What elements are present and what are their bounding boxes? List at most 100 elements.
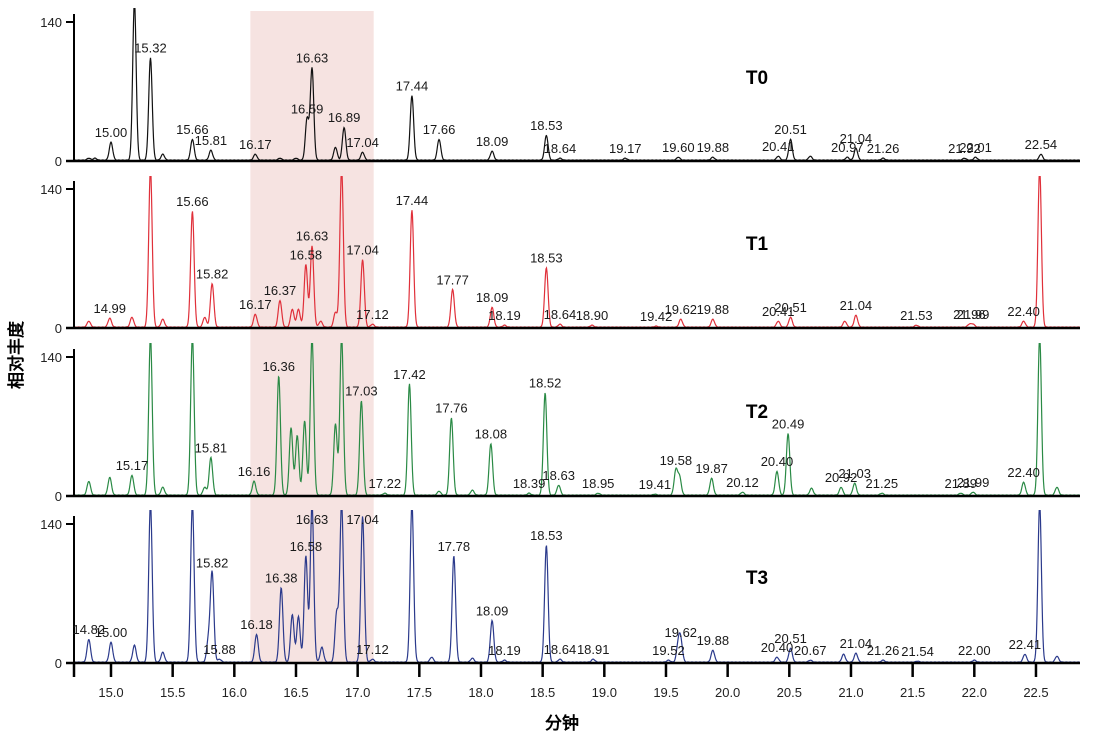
peak-label: 17.44	[396, 78, 429, 93]
peak-label: 19.62	[665, 625, 698, 640]
x-tick-label: 17.0	[345, 685, 370, 700]
peak-label: 15.82	[196, 266, 229, 281]
y-tick-label: 0	[55, 656, 62, 671]
panel-title: T2	[746, 402, 768, 423]
peak-label: 14.82	[73, 622, 106, 637]
peak-label: 18.39	[513, 476, 546, 491]
x-axis-title: 分钟	[545, 713, 579, 733]
peak-label: 16.17	[239, 137, 272, 152]
peak-label: 17.44	[396, 193, 429, 208]
peak-label: 15.82	[196, 556, 229, 571]
peak-label: 17.66	[423, 122, 456, 137]
peak-label: 18.52	[529, 376, 562, 391]
peak-label: 21.04	[840, 636, 873, 651]
peak-label: 18.95	[582, 476, 615, 491]
peak-label: 19.62	[665, 302, 698, 317]
peak-label: 19.41	[639, 477, 672, 492]
peak-label: 17.76	[435, 401, 468, 416]
peak-label: 20.12	[726, 475, 759, 490]
peak-label: 19.88	[697, 633, 730, 648]
peak-label: 18.09	[476, 290, 509, 305]
peak-label: 21.26	[867, 643, 900, 658]
peak-label: 21.04	[840, 298, 873, 313]
x-tick-label: 20.5	[777, 685, 802, 700]
highlight-layer	[250, 11, 374, 663]
x-tick-label: 22.5	[1023, 685, 1048, 700]
peak-label: 15.17	[116, 458, 149, 473]
peak-label: 20.41	[762, 139, 795, 154]
peak-label: 16.37	[264, 283, 297, 298]
peak-label: 16.58	[290, 539, 323, 554]
x-tick-label: 17.5	[407, 685, 432, 700]
peak-label: 16.16	[238, 464, 271, 479]
y-tick-label: 0	[55, 154, 62, 169]
peak-label: 16.63	[296, 229, 329, 244]
peak-label: 15.32	[134, 41, 167, 56]
x-tick-label: 21.5	[900, 685, 925, 700]
peak-label: 14.99	[93, 301, 126, 316]
peak-label: 21.96	[953, 307, 986, 322]
peak-label: 21.92	[948, 141, 981, 156]
peak-label: 18.91	[577, 642, 610, 657]
peak-label: 16.63	[296, 512, 329, 527]
x-tick-label: 20.0	[715, 685, 740, 700]
peak-label: 16.17	[239, 297, 272, 312]
peak-label: 18.64	[544, 307, 577, 322]
peak-label: 21.53	[900, 308, 933, 323]
peak-label: 15.00	[95, 125, 128, 140]
peak-label: 20.97	[831, 140, 864, 155]
peak-label: 22.01	[959, 140, 992, 155]
peak-label: 16.63	[296, 51, 329, 66]
peak-label: 19.60	[662, 140, 695, 155]
peak-label: 15.00	[95, 625, 128, 640]
trace-t1	[74, 176, 1080, 329]
peak-label: 18.19	[488, 308, 521, 323]
y-tick-label: 140	[40, 182, 62, 197]
y-tick-label: 0	[55, 489, 62, 504]
peak-label: 18.09	[476, 603, 509, 618]
peak-label: 18.90	[576, 308, 609, 323]
x-tick-label: 19.0	[592, 685, 617, 700]
y-tick-label: 0	[55, 321, 62, 336]
x-tick-label: 16.5	[283, 685, 308, 700]
peak-label: 17.04	[346, 242, 379, 257]
peak-label: 17.04	[346, 512, 379, 527]
peak-label: 19.87	[695, 461, 728, 476]
peak-label: 19.88	[697, 302, 730, 317]
peak-label: 16.58	[290, 247, 323, 262]
peak-label: 16.18	[240, 617, 273, 632]
panel-title: T0	[746, 68, 768, 89]
peak-label: 21.03	[838, 466, 871, 481]
highlight-region	[250, 11, 374, 663]
peak-label: 21.04	[840, 131, 873, 146]
peak-label: 16.38	[265, 571, 298, 586]
peak-label: 21.89	[944, 476, 977, 491]
peak-label: 18.53	[530, 118, 563, 133]
trace-t3	[74, 510, 1080, 664]
x-tick-label: 18.0	[468, 685, 493, 700]
peak-label: 20.67	[794, 643, 827, 658]
peak-label: 22.41	[1009, 637, 1042, 652]
x-tick-label: 18.5	[530, 685, 555, 700]
peak-label: 19.52	[652, 643, 685, 658]
peak-label: 20.51	[774, 122, 807, 137]
peak-label: 18.19	[488, 643, 521, 658]
y-axis-title: 相对丰度	[6, 320, 26, 389]
x-tick-label: 21.0	[838, 685, 863, 700]
y-tick-label: 140	[40, 350, 62, 365]
peak-label: 21.54	[901, 644, 934, 659]
panel-t2: 0 140 T2 15.17 15.81 16.16 16.36 17.03 17.22 17.4…	[40, 343, 1080, 504]
peak-label: 22.40	[1007, 304, 1040, 319]
peak-label: 17.22	[369, 476, 402, 491]
peak-label: 20.49	[772, 416, 805, 431]
peak-label: 22.40	[1007, 465, 1040, 480]
peak-label: 18.64	[544, 141, 577, 156]
peak-label: 20.41	[762, 304, 795, 319]
peak-label: 18.53	[530, 250, 563, 265]
peak-label: 16.36	[262, 359, 295, 374]
peak-label: 19.42	[640, 309, 673, 324]
peak-label: 21.25	[866, 476, 899, 491]
peak-label: 20.51	[774, 631, 807, 646]
